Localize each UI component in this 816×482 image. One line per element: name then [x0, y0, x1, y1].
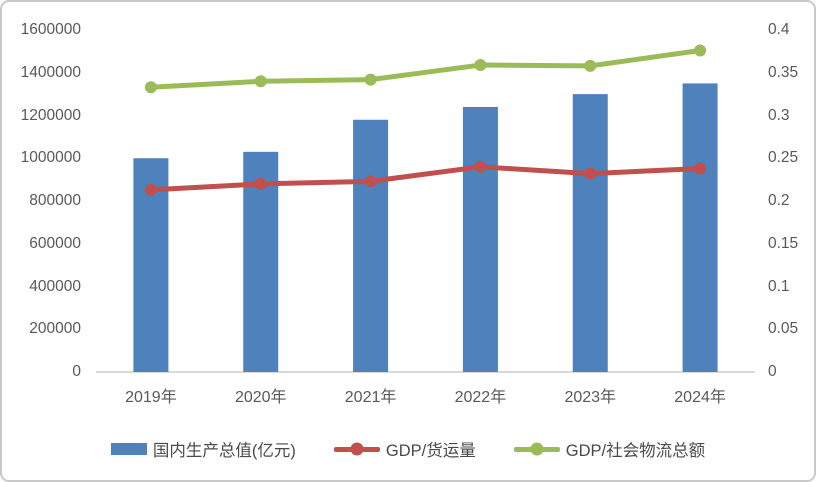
marker-series-1-2020年 — [254, 177, 267, 190]
right-axis-tick: 0.15 — [768, 234, 799, 252]
bar-2021年 — [353, 119, 389, 373]
left-axis-tick: 800000 — [29, 192, 81, 209]
bar-2023年 — [572, 94, 608, 372]
marker-series-1-2019年 — [144, 183, 157, 196]
marker-series-1-2023年 — [584, 167, 597, 180]
marker-series-2-2024年 — [694, 44, 707, 57]
left-axis-tick: 200000 — [29, 320, 81, 338]
right-axis-tick: 0.3 — [768, 106, 790, 124]
legend-marker-dot — [350, 442, 364, 456]
right-axis-tick: 0.35 — [768, 63, 799, 81]
legend-label: 国内生产总值(亿元) — [152, 442, 296, 460]
legend-bar-swatch — [110, 443, 147, 455]
x-axis-label-5: 2023年 — [564, 389, 617, 406]
x-axis-label-6: 2024年 — [674, 389, 726, 406]
right-axis-tick: 0.4 — [768, 21, 790, 38]
marker-series-2-2019年 — [144, 81, 157, 94]
marker-series-1-2021年 — [364, 175, 377, 188]
left-axis-tick: 0 — [72, 363, 81, 380]
legend-item-series-2: GDP/社会物流总额 — [513, 437, 706, 461]
left-axis-tick: 1600000 — [20, 21, 81, 38]
marker-series-2-2023年 — [584, 59, 597, 72]
x-axis-label-4: 2022年 — [454, 389, 507, 406]
x-axis-label-2: 2020年 — [234, 389, 287, 406]
legend-line-swatch — [333, 442, 380, 456]
legend: 国内生产总值(亿元) GDP/货运量 GDP/社会物流总额 — [2, 435, 814, 463]
marker-series-2-2022年 — [474, 59, 487, 72]
bar-2024年 — [682, 83, 718, 372]
right-axis-tick: 0.2 — [768, 192, 790, 209]
marker-series-1-2022年 — [474, 160, 487, 173]
left-axis-tick: 1000000 — [20, 149, 81, 167]
x-axis-label-1: 2019年 — [125, 389, 177, 406]
legend-label: GDP/社会物流总额 — [565, 442, 706, 460]
legend-label: GDP/货运量 — [385, 442, 476, 460]
marker-series-2-2021年 — [364, 73, 377, 86]
left-axis-tick: 600000 — [29, 234, 81, 252]
bar-2022年 — [462, 106, 498, 372]
legend-item-series-1: GDP/货运量 — [333, 437, 476, 461]
marker-series-1-2024年 — [694, 162, 707, 175]
legend-marker-dot — [530, 442, 544, 456]
right-axis-tick: 0 — [768, 363, 777, 380]
marker-series-2-2020年 — [254, 75, 267, 88]
right-axis-tick: 0.05 — [768, 320, 799, 338]
right-axis-tick: 0.1 — [768, 277, 790, 295]
right-axis-tick: 0.25 — [768, 149, 799, 167]
legend-item-series-0: 国内生产总值(亿元) — [110, 437, 296, 461]
line-series-2 — [148, 48, 703, 90]
line-series-1 — [148, 164, 703, 193]
legend-line-swatch — [513, 442, 560, 456]
x-axis-label-3: 2021年 — [344, 389, 397, 406]
left-axis-tick: 1400000 — [20, 63, 81, 81]
left-axis-tick: 400000 — [29, 277, 81, 295]
left-axis-tick: 1200000 — [20, 106, 81, 124]
